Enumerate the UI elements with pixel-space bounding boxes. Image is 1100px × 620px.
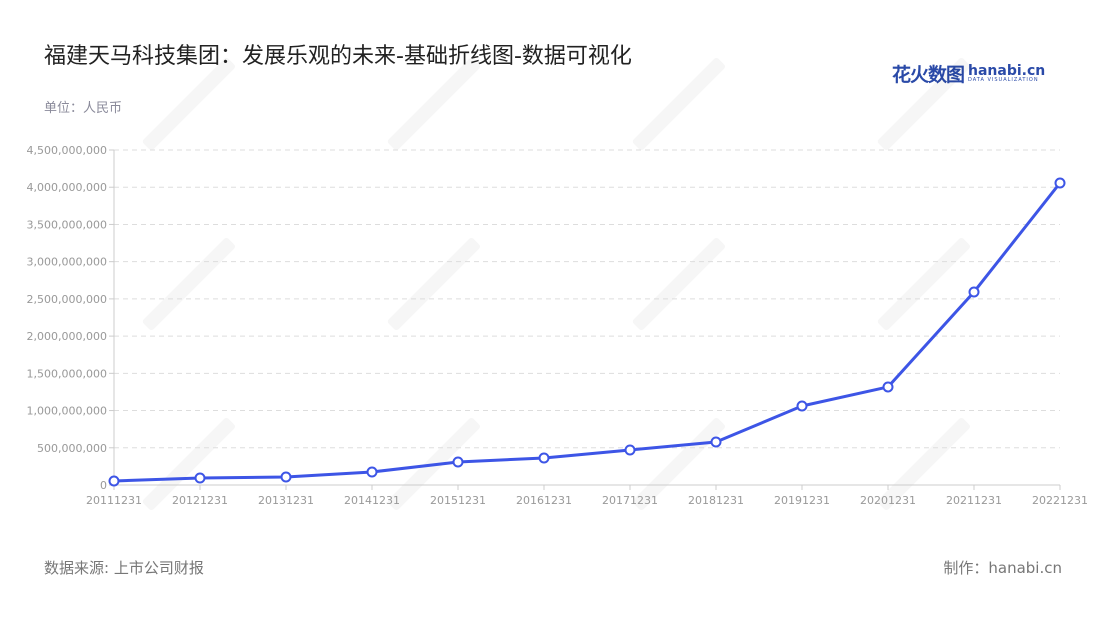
data-point [280,471,292,483]
x-tick-label: 20151231 [430,494,486,507]
x-tick-label: 20181231 [688,494,744,507]
watermark [632,237,727,332]
y-tick-label: 1,500,000,000 [27,367,107,380]
watermark [632,57,727,152]
series-line [113,182,1062,483]
watermark [387,237,482,332]
credit: 制作：hanabi.cn [943,559,1062,577]
y-tick-label: 3,000,000,000 [27,256,107,269]
data-point [796,400,808,412]
x-tick-label: 20111231 [86,494,142,507]
watermark [877,237,972,332]
x-tick-label: 20171231 [602,494,658,507]
y-axis-label: 单位：人民币 [44,101,123,116]
data-point [108,475,120,487]
x-tick-label: 20121231 [172,494,228,507]
data-point [710,436,722,448]
x-tick-label: 20161231 [516,494,572,507]
data-point [968,286,980,298]
data-point [452,456,464,468]
x-tick-label: 20211231 [946,494,1002,507]
y-tick-label: 0 [100,479,107,492]
data-point [624,444,636,456]
x-tick-label: 20131231 [258,494,314,507]
data-point [1054,177,1066,189]
y-tick-label: 2,000,000,000 [27,330,107,343]
y-tick-label: 3,500,000,000 [27,218,107,231]
y-tick-label: 2,500,000,000 [27,293,107,306]
logo-en-text: hanabi.cn [968,63,1046,79]
data-point [194,472,206,484]
data-source: 数据来源: 上市公司财报 [44,559,204,577]
chart-title: 福建天马科技集团：发展乐观的未来-基础折线图-数据可视化 [44,44,632,69]
logo-cn: 花火数图 [892,64,965,86]
y-tick-label: 4,000,000,000 [27,181,107,194]
x-tick-label: 20191231 [774,494,830,507]
data-point [882,381,894,393]
x-tick-label: 20201231 [860,494,916,507]
x-tick-label: 20141231 [344,494,400,507]
watermark [387,57,482,152]
logo-en: hanabi.cn DATA VISUALIZATION [968,64,1045,83]
data-point [366,466,378,478]
brand-logo: 花火数图 hanabi.cn DATA VISUALIZATION [892,60,1045,87]
y-tick-label: 4,500,000,000 [27,144,107,157]
data-point [538,452,550,464]
y-tick-label: 500,000,000 [37,442,107,455]
logo-subtitle: DATA VISUALIZATION [968,77,1039,83]
watermark [877,57,972,152]
watermark [142,57,237,152]
x-tick-label: 20221231 [1032,494,1088,507]
y-tick-label: 1,000,000,000 [27,405,107,418]
watermark [142,237,237,332]
